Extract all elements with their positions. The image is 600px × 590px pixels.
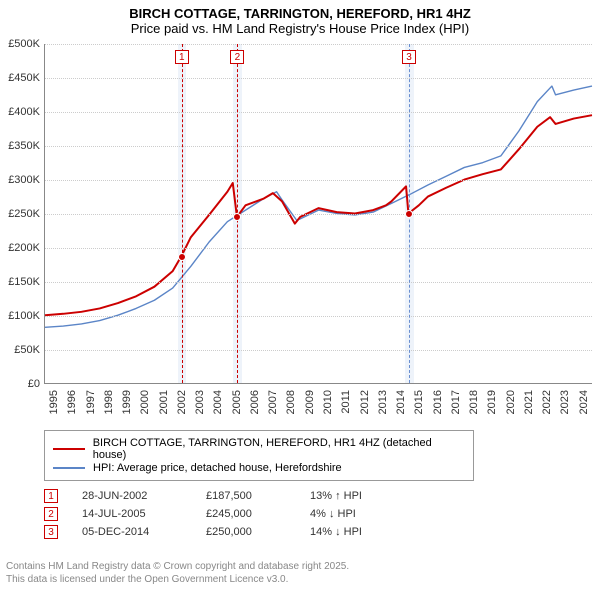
event-pct: 14% ↓ HPI (310, 526, 400, 538)
legend-item-price-paid: BIRCH COTTAGE, TARRINGTON, HEREFORD, HR1… (53, 437, 465, 461)
marker-box-icon: 1 (175, 50, 189, 64)
event-pct: 4% ↓ HPI (310, 508, 400, 520)
event-marker-icon: 1 (44, 489, 58, 503)
ytick-label: £200K (0, 242, 40, 254)
xtick-label: 1995 (48, 390, 60, 414)
legend-label: BIRCH COTTAGE, TARRINGTON, HEREFORD, HR1… (93, 437, 465, 461)
gridline (45, 180, 592, 181)
xtick-label: 2003 (194, 390, 206, 414)
marker-dot (178, 253, 186, 261)
event-pct: 13% ↑ HPI (310, 490, 400, 502)
event-row: 1 28-JUN-2002 £187,500 13% ↑ HPI (44, 489, 400, 503)
gridline (45, 350, 592, 351)
title-block: BIRCH COTTAGE, TARRINGTON, HEREFORD, HR1… (0, 0, 600, 38)
marker-box-icon: 2 (230, 50, 244, 64)
xtick-label: 2013 (377, 390, 389, 414)
gridline (45, 316, 592, 317)
xtick-label: 2009 (304, 390, 316, 414)
footer-attribution: Contains HM Land Registry data © Crown c… (6, 561, 349, 586)
gridline (45, 78, 592, 79)
ytick-label: £250K (0, 208, 40, 220)
event-price: £187,500 (206, 490, 286, 502)
event-marker-icon: 3 (44, 525, 58, 539)
event-price: £245,000 (206, 508, 286, 520)
xtick-label: 2010 (322, 390, 334, 414)
series-hpi (45, 86, 592, 327)
chart-container: BIRCH COTTAGE, TARRINGTON, HEREFORD, HR1… (0, 0, 600, 590)
ytick-label: £150K (0, 276, 40, 288)
xtick-label: 2018 (468, 390, 480, 414)
xtick-label: 1996 (66, 390, 78, 414)
xtick-label: 2004 (212, 390, 224, 414)
xtick-label: 2014 (395, 390, 407, 414)
event-date: 14-JUL-2005 (82, 508, 182, 520)
xtick-label: 2011 (340, 390, 352, 414)
legend-label: HPI: Average price, detached house, Here… (93, 462, 342, 474)
xtick-label: 2019 (486, 390, 498, 414)
gridline (45, 214, 592, 215)
gridline (45, 44, 592, 45)
ytick-label: £300K (0, 174, 40, 186)
xtick-label: 1998 (103, 390, 115, 414)
marker-line (182, 44, 183, 383)
xtick-label: 2023 (559, 390, 571, 414)
xtick-label: 2021 (523, 390, 535, 414)
xtick-label: 2015 (413, 390, 425, 414)
legend-swatch (53, 448, 85, 450)
ytick-label: £100K (0, 310, 40, 322)
event-date: 05-DEC-2014 (82, 526, 182, 538)
title-main: BIRCH COTTAGE, TARRINGTON, HEREFORD, HR1… (0, 6, 600, 21)
xtick-label: 2024 (578, 390, 590, 414)
xtick-label: 2005 (231, 390, 243, 414)
event-marker-icon: 2 (44, 507, 58, 521)
event-date: 28-JUN-2002 (82, 490, 182, 502)
ytick-label: £350K (0, 140, 40, 152)
xtick-label: 2020 (505, 390, 517, 414)
gridline (45, 112, 592, 113)
footer-line: This data is licensed under the Open Gov… (6, 574, 349, 587)
xtick-label: 1997 (85, 390, 97, 414)
events-table: 1 28-JUN-2002 £187,500 13% ↑ HPI 2 14-JU… (44, 485, 400, 543)
ytick-label: £400K (0, 106, 40, 118)
ytick-label: £50K (0, 344, 40, 356)
ytick-label: £450K (0, 72, 40, 84)
legend-box: BIRCH COTTAGE, TARRINGTON, HEREFORD, HR1… (44, 430, 474, 481)
xtick-label: 2008 (285, 390, 297, 414)
xtick-label: 2022 (541, 390, 553, 414)
marker-dot (233, 213, 241, 221)
marker-box-icon: 3 (402, 50, 416, 64)
title-sub: Price paid vs. HM Land Registry's House … (0, 21, 600, 36)
xtick-label: 1999 (121, 390, 133, 414)
ytick-label: £0 (0, 378, 40, 390)
ytick-label: £500K (0, 38, 40, 50)
event-row: 2 14-JUL-2005 £245,000 4% ↓ HPI (44, 507, 400, 521)
xtick-label: 2016 (432, 390, 444, 414)
legend-item-hpi: HPI: Average price, detached house, Here… (53, 462, 465, 474)
footer-line: Contains HM Land Registry data © Crown c… (6, 561, 349, 574)
xtick-label: 2000 (139, 390, 151, 414)
marker-dot (405, 210, 413, 218)
xtick-label: 2017 (450, 390, 462, 414)
event-price: £250,000 (206, 526, 286, 538)
xtick-label: 2001 (158, 390, 170, 414)
chart-plot-area: 1 2 3 (44, 44, 592, 384)
gridline (45, 282, 592, 283)
xtick-label: 2002 (176, 390, 188, 414)
event-row: 3 05-DEC-2014 £250,000 14% ↓ HPI (44, 525, 400, 539)
xtick-label: 2006 (249, 390, 261, 414)
xtick-label: 2007 (267, 390, 279, 414)
legend-swatch (53, 467, 85, 469)
gridline (45, 146, 592, 147)
xtick-label: 2012 (359, 390, 371, 414)
gridline (45, 248, 592, 249)
